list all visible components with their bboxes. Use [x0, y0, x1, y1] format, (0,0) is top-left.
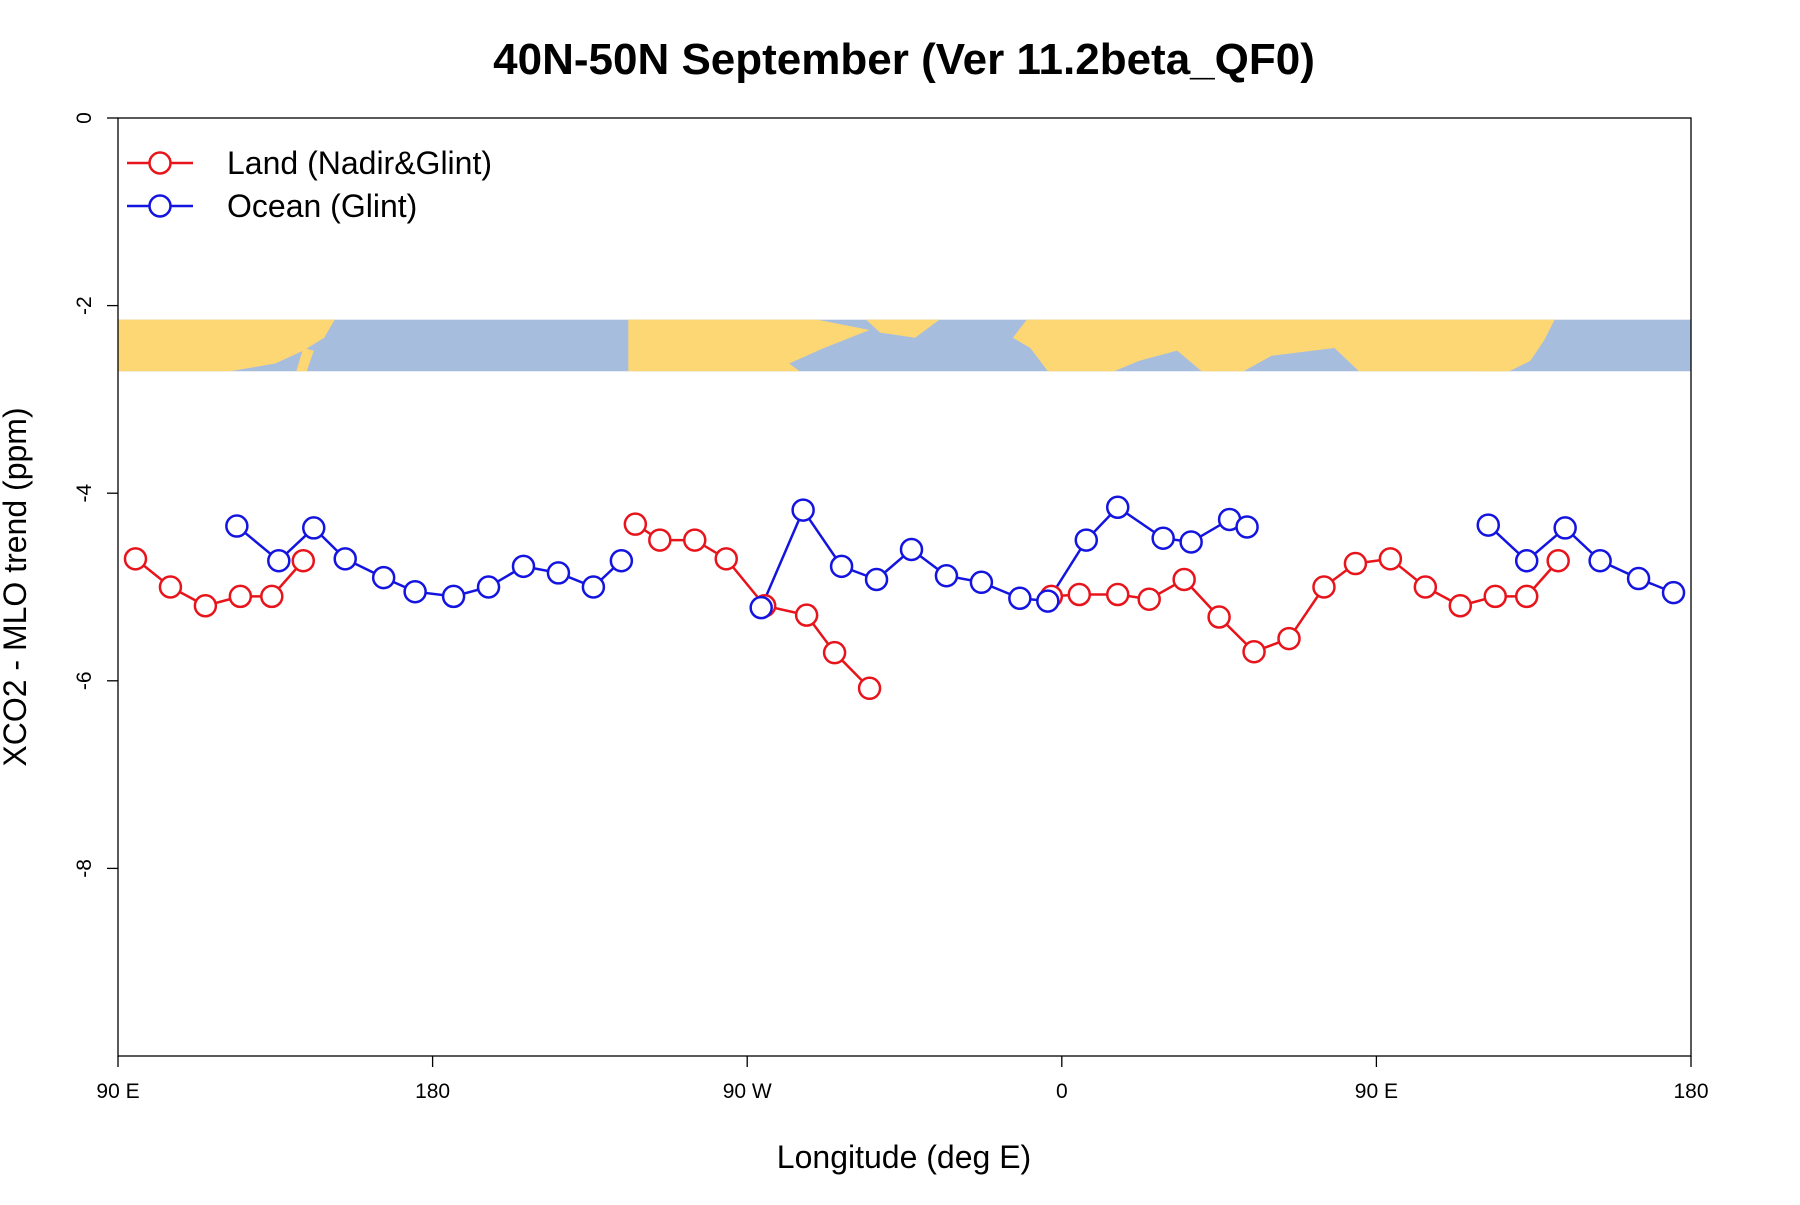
ocean-data-point: [749, 595, 773, 620]
x-tick-label: 180: [415, 1080, 450, 1103]
world-map-strip: [118, 319, 1691, 372]
map-land-3: [866, 319, 940, 338]
ocean-data-point: [546, 561, 571, 585]
land-data-point: [1105, 582, 1130, 607]
land-data-point: [123, 547, 148, 571]
land-data-point: [1483, 584, 1507, 609]
ocean-data-point: [934, 563, 959, 588]
map-land-0: [118, 319, 335, 372]
y-tick-label: 0: [73, 112, 96, 124]
land-data-point: [1546, 548, 1570, 573]
ocean-data-point: [333, 547, 357, 571]
legend-ocean-marker: [148, 194, 172, 218]
ocean-data-point: [899, 537, 924, 562]
map-land-5: [1481, 319, 1555, 372]
ocean-data-point: [371, 565, 396, 590]
map-land-1: [296, 348, 314, 372]
ocean-data-point: [609, 548, 634, 573]
ocean-data-point: [1008, 586, 1032, 611]
land-data-point: [822, 640, 847, 665]
plot-series: [123, 495, 1686, 701]
y-tick-label: -2: [73, 296, 96, 315]
ocean-data-point: [1036, 589, 1060, 613]
legend-ocean-label: Ocean (Glint): [227, 188, 417, 224]
land-series-line: [1051, 557, 1560, 654]
y-tick-label: -4: [73, 484, 96, 503]
y-tick-label: -6: [73, 671, 96, 690]
ocean-data-point: [225, 514, 249, 538]
ocean-data-point: [1514, 548, 1539, 573]
x-tick-label: 180: [1673, 1080, 1708, 1103]
land-data-point: [1207, 605, 1231, 629]
land-data-point: [1067, 582, 1092, 607]
y-axis-label: XCO2 - MLO trend (ppm): [0, 407, 33, 766]
land-data-point: [794, 603, 819, 627]
chart-title: 40N-50N September (Ver 11.2beta_QF0): [493, 35, 1315, 84]
ocean-data-point: [476, 575, 501, 599]
land-data-point: [228, 584, 253, 609]
ocean-data-point: [581, 575, 606, 599]
land-data-point: [193, 594, 218, 618]
ocean-data-point: [864, 567, 889, 592]
land-data-point: [648, 528, 672, 552]
x-tick-label: 90 E: [96, 1080, 139, 1103]
land-data-point: [291, 548, 316, 573]
ocean-data-point: [403, 579, 427, 604]
ocean-data-point: [1661, 580, 1686, 605]
land-data-point: [158, 575, 183, 599]
land-data-point: [1343, 551, 1368, 576]
ocean-data-point: [1553, 516, 1577, 540]
map-land-4: [1012, 319, 1499, 372]
ocean-data-point: [1151, 526, 1175, 550]
ocean-data-point: [1476, 513, 1501, 537]
ocean-data-point: [1588, 548, 1612, 573]
land-data-point: [1514, 584, 1539, 609]
x-tick-label: 90 W: [723, 1080, 772, 1103]
legend: Land (Nadir&Glint) Ocean (Glint): [127, 145, 492, 224]
x-tick-label: 90 E: [1355, 1080, 1398, 1103]
map-land-2: [628, 319, 870, 372]
x-axis-label: Longitude (deg E): [777, 1139, 1031, 1175]
land-data-point: [714, 547, 738, 571]
ocean-data-point: [1626, 566, 1651, 591]
land-data-point: [1172, 567, 1196, 592]
land-data-point: [857, 676, 882, 701]
axes: 90 E 180 90 W 0 90 E 180 0 -2 -4 -6 -8: [73, 112, 1709, 1103]
y-tick-label: -8: [73, 859, 96, 878]
land-data-point: [1242, 639, 1266, 664]
land-data-point: [683, 528, 707, 552]
ocean-data-point: [1235, 515, 1259, 539]
ocean-data-point: [511, 554, 536, 579]
land-data-point: [1277, 626, 1301, 651]
land-data-point: [1312, 575, 1336, 599]
ocean-data-point: [1179, 530, 1203, 554]
legend-land-label: Land (Nadir&Glint): [227, 145, 492, 181]
ocean-data-point: [302, 516, 326, 540]
ocean-data-point: [267, 548, 291, 573]
land-data-point: [1378, 547, 1403, 571]
ocean-data-point: [1105, 495, 1130, 520]
x-tick-label: 0: [1056, 1080, 1068, 1103]
land-data-point: [260, 584, 284, 609]
ocean-data-point: [791, 498, 815, 522]
land-data-point: [1137, 587, 1161, 611]
plot-frame: [117, 117, 1692, 1057]
land-data-point: [1413, 575, 1438, 599]
ocean-data-point: [969, 570, 994, 595]
ocean-data-point: [829, 554, 854, 579]
ocean-data-point: [441, 584, 466, 609]
legend-land-marker: [148, 151, 172, 175]
land-data-point: [623, 512, 648, 536]
ocean-data-point: [1074, 528, 1099, 552]
land-data-point: [1448, 594, 1473, 618]
